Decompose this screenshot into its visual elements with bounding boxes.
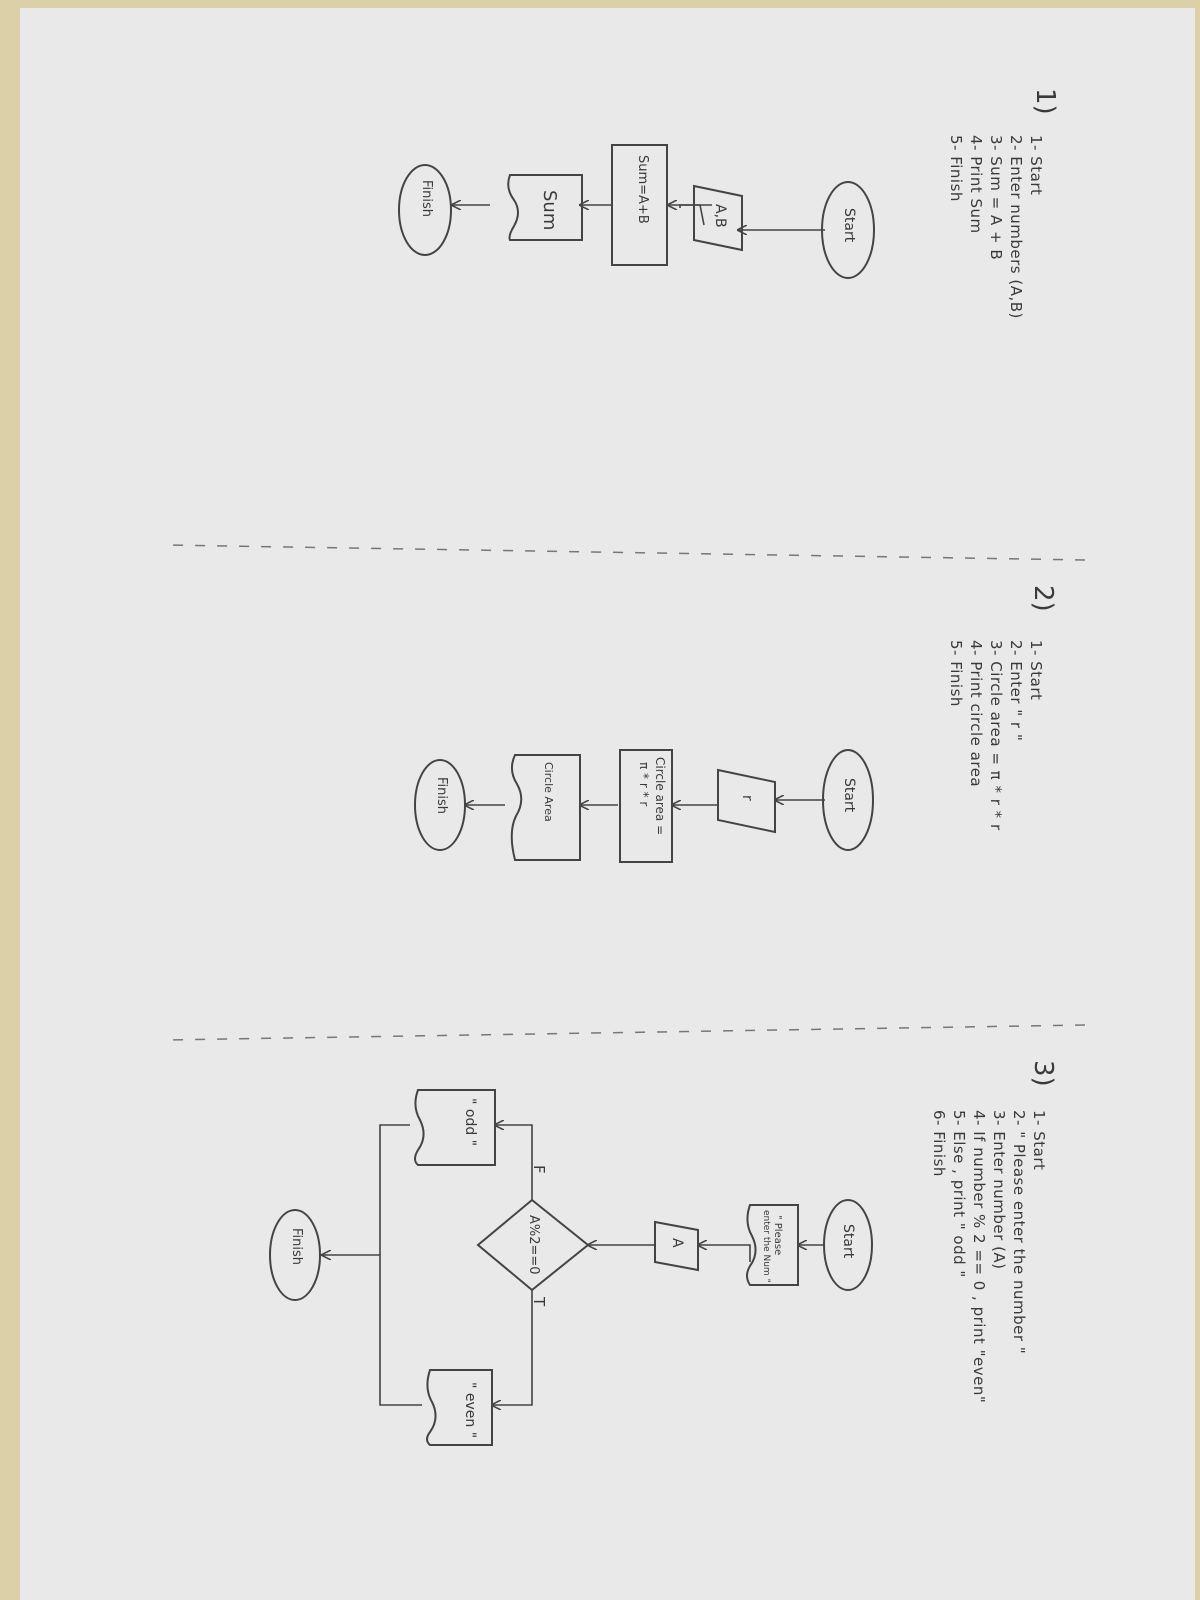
s3-input-label: A xyxy=(669,1238,685,1248)
section-1-number: 1) xyxy=(1030,88,1060,115)
s1-step-4: 4- Print Sum xyxy=(967,135,985,234)
paper-sheet xyxy=(20,8,1195,1600)
section-3-number: 3) xyxy=(1028,1060,1058,1087)
s3-odd-doc xyxy=(414,1089,496,1166)
s2-start-label: Start xyxy=(841,778,857,813)
s3-odd-label: " odd " xyxy=(462,1098,478,1147)
s2-finish-oval xyxy=(414,759,466,851)
s3-start-oval xyxy=(823,1199,873,1291)
s2-step-1: 1- Start xyxy=(1027,640,1045,701)
s3-arrow-prompt-input xyxy=(720,1244,751,1262)
s1-input-label: A,B xyxy=(712,204,728,228)
s3-false-label: F xyxy=(530,1165,548,1174)
s3-arrow-decision-false xyxy=(495,1125,533,1200)
s3-step-3: 3- Enter number (A) xyxy=(990,1110,1008,1270)
s2-input-para xyxy=(717,768,776,834)
s3-step-1: 1- Start xyxy=(1030,1110,1048,1171)
s3-prompt-label-2: enter the Num " xyxy=(761,1210,771,1283)
s2-step-2: 2- Enter " r " xyxy=(1007,640,1025,742)
s1-steps: 1- Start xyxy=(1027,135,1045,195)
s2-process-label-2: π * r * r xyxy=(637,762,651,807)
s3-prompt-label-1: " Please xyxy=(772,1215,783,1256)
s1-step-5: 5- Finish xyxy=(947,135,965,202)
s3-finish-label: Finish xyxy=(289,1228,304,1266)
s3-even-label: " even " xyxy=(462,1382,478,1439)
section-2-number: 2) xyxy=(1028,585,1058,612)
s1-output-label: Sum xyxy=(539,190,560,231)
s1-step-3: 3- Sum = A + B xyxy=(987,135,1005,261)
s2-step-3: 3- Circle area = π * r * r xyxy=(987,640,1005,831)
s3-step-4: 4- If number % 2 == 0 , print "even" xyxy=(970,1110,988,1404)
s1-start-label: Start xyxy=(841,208,857,243)
s3-decision-diamond xyxy=(476,1198,590,1292)
s2-step-4: 4- Print circle area xyxy=(967,640,985,788)
s3-step-2: 2- " Please enter the number " xyxy=(1010,1110,1028,1355)
s3-finish-oval xyxy=(269,1209,321,1301)
s1-input-para xyxy=(693,184,743,252)
s1-finish-oval xyxy=(398,164,452,256)
s3-step-5: 5- Else , print " odd " xyxy=(950,1110,968,1278)
s3-step-6: 6- Finish xyxy=(930,1110,948,1177)
s3-arrow-odd-merge xyxy=(379,1124,410,1255)
s1-start-oval xyxy=(821,181,875,279)
s3-true-label: T xyxy=(530,1297,548,1307)
s2-output-label: Circle Area xyxy=(542,762,555,822)
s2-step-5: 5- Finish xyxy=(947,640,965,707)
s1-finish-label: Finish xyxy=(419,180,434,218)
s2-process-rect xyxy=(619,749,673,863)
s2-finish-label: Finish xyxy=(434,777,449,815)
s1-output-doc xyxy=(507,174,583,241)
s2-input-label: r xyxy=(739,795,755,801)
s3-arrow-even-merge xyxy=(322,1255,422,1406)
s3-even-doc xyxy=(426,1369,493,1446)
s2-output-doc xyxy=(510,754,581,861)
s3-start-label: Start xyxy=(840,1224,856,1259)
s3-arrow-decision-true xyxy=(492,1290,533,1405)
s2-start-oval xyxy=(822,749,874,851)
s2-process-label-1: Circle area = xyxy=(653,757,667,836)
s3-decision-label: A%2==0 xyxy=(526,1215,541,1275)
s1-process-rect xyxy=(611,144,668,266)
s3-input-para xyxy=(654,1220,699,1272)
s1-step-1: 1- Start xyxy=(1027,135,1045,196)
s1-step-2: 2- Enter numbers (A,B) xyxy=(1007,135,1025,319)
s3-prompt-doc xyxy=(746,1204,799,1286)
s1-process-label: Sum=A+B xyxy=(635,155,650,224)
